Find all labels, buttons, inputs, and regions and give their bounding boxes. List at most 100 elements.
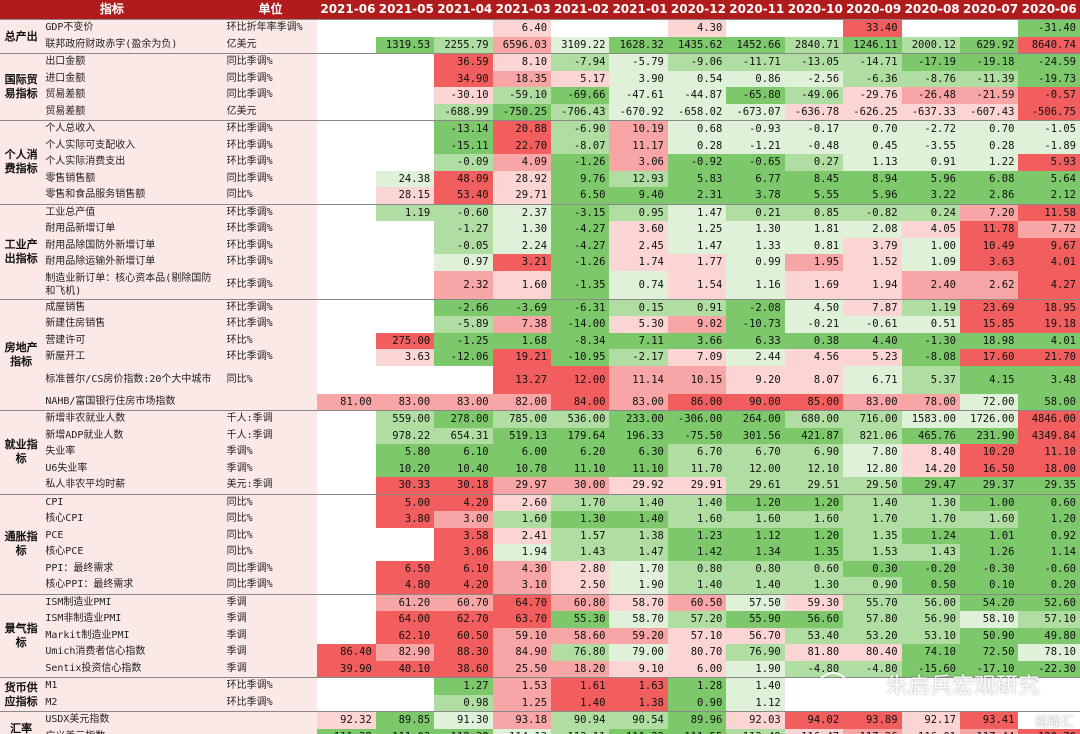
- value-cell: 1.38: [609, 527, 668, 544]
- value-cell: 5.96: [843, 187, 902, 204]
- value-cell: 1.35: [843, 527, 902, 544]
- indicator-unit: [223, 393, 318, 411]
- value-cell: 11.14: [609, 365, 668, 394]
- indicator-name: 零售和食品服务销售额: [42, 187, 224, 204]
- indicator-name: M2: [42, 694, 224, 712]
- value-cell: -31.40: [1018, 19, 1080, 37]
- value-cell: 38.60: [434, 660, 493, 678]
- value-cell: 2.37: [492, 203, 552, 221]
- indicator-name: 失业率: [42, 444, 224, 461]
- value-cell: 34.90: [434, 70, 493, 87]
- value-cell: 58.70: [609, 611, 668, 628]
- value-cell: -0.21: [784, 316, 844, 333]
- value-cell: 9.67: [1018, 237, 1080, 254]
- value-cell: 72.00: [959, 393, 1019, 411]
- value-cell: 58.60: [551, 627, 610, 644]
- value-cell: 57.80: [843, 611, 902, 628]
- indicator-unit: 同比季调%: [223, 170, 318, 187]
- value-cell: 1.69: [784, 270, 844, 299]
- value-cell: 179.64: [551, 427, 610, 444]
- value-cell: 114.13: [492, 728, 552, 734]
- value-cell: -658.02: [667, 103, 727, 121]
- table-row: 核心CPI 同比% 3.80 3.00 1.60 1.30 1.40 1.60 1.60 1.60…: [0, 511, 1080, 528]
- value-cell: 2.08: [843, 221, 902, 238]
- value-cell: 5.37: [901, 365, 960, 394]
- value-cell: -0.48: [784, 137, 844, 154]
- value-cell: 0.91: [901, 154, 960, 171]
- table-row: 零售和食品服务销售额 同比% 28.15 53.40 29.71 6.50 9.40 2.31…: [0, 187, 1080, 204]
- value-cell: [375, 544, 435, 561]
- value-cell: 0.80: [726, 560, 785, 577]
- value-cell: 1.20: [784, 527, 844, 544]
- value-cell: 3.80: [375, 511, 435, 528]
- table-row: 汇率 USDX美元指数 92.32 89.85 91.30 93.18 90.94 90.54…: [0, 711, 1080, 734]
- value-cell: 3.63: [375, 349, 435, 366]
- value-cell: 25.50: [492, 660, 552, 678]
- value-cell: 0.70: [959, 120, 1019, 138]
- value-cell: 5.96: [901, 170, 960, 187]
- indicator-unit: 环比季调%: [223, 270, 318, 299]
- category-label: 房地产指标: [0, 298, 43, 411]
- value-cell: 0.28: [959, 137, 1019, 154]
- table-header-row: 指标 单位 2021-06 2021-05 2021-04 2021-03 2021-0…: [0, 0, 1080, 20]
- value-cell: 91.30: [434, 711, 493, 729]
- value-cell: [901, 19, 960, 37]
- value-cell: 4.27: [1018, 270, 1080, 299]
- value-cell: 90.00: [726, 393, 785, 411]
- value-cell: 1.40: [726, 677, 785, 695]
- value-cell: 11.10: [609, 460, 668, 477]
- indicator-unit: 环比折年率季调%: [223, 19, 318, 37]
- value-cell: 53.40: [784, 627, 844, 644]
- table-row: 耐用品新增订单 环比季调% -1.27 1.30 -4.27 3.60 1.25 1.30 1.…: [0, 221, 1080, 238]
- value-cell: 421.87: [784, 427, 844, 444]
- value-cell: 1.57: [551, 527, 610, 544]
- value-cell: 28.15: [375, 187, 435, 204]
- indicator-name: 进口金额: [42, 70, 224, 87]
- value-cell: 1.24: [901, 527, 960, 544]
- value-cell: 6.33: [726, 332, 785, 349]
- value-cell: 61.20: [375, 593, 435, 611]
- value-cell: -2.66: [434, 298, 493, 316]
- value-cell: 536.00: [551, 410, 610, 428]
- indicator-unit: 环比季调%: [223, 137, 318, 154]
- value-cell: [317, 694, 376, 712]
- value-cell: [317, 493, 376, 511]
- value-cell: 113.11: [551, 728, 610, 734]
- value-cell: -69.66: [551, 87, 610, 104]
- value-cell: 1.01: [959, 527, 1019, 544]
- value-cell: [784, 694, 844, 712]
- value-cell: 18.20: [551, 660, 610, 678]
- indicator-name: 耐用品除国防外新增订单: [42, 237, 224, 254]
- value-cell: -3.69: [492, 298, 552, 316]
- value-cell: [901, 677, 960, 695]
- value-cell: 1.70: [901, 511, 960, 528]
- value-cell: 1.43: [551, 544, 610, 561]
- value-cell: 0.99: [726, 254, 785, 271]
- value-cell: 58.70: [609, 593, 668, 611]
- value-cell: 9.02: [667, 316, 727, 333]
- table-row: 耐用品除国防外新增订单 环比季调% -0.05 2.24 -4.27 2.45 1.47 1.…: [0, 237, 1080, 254]
- value-cell: -59.10: [492, 87, 552, 104]
- value-cell: 88.30: [434, 644, 493, 661]
- value-cell: 4.80: [375, 577, 435, 594]
- indicator-name: ISM非制造业PMI: [42, 611, 224, 628]
- indicator-unit: 同比季调%: [223, 577, 318, 594]
- category-label: 货币供应指标: [0, 677, 43, 712]
- value-cell: [317, 477, 376, 494]
- table-row: 货币供应指标 M1 环比季调% 1.27 1.53 1.61 1.63 1.28 1.40: [0, 677, 1080, 712]
- value-cell: 111.38: [317, 728, 376, 734]
- indicator-unit: 同比%: [223, 544, 318, 561]
- value-cell: 6.70: [667, 444, 727, 461]
- value-cell: [317, 254, 376, 271]
- value-cell: [317, 120, 376, 138]
- value-cell: -0.57: [1018, 87, 1080, 104]
- value-cell: [375, 137, 435, 154]
- value-cell: 7.20: [959, 203, 1019, 221]
- value-cell: [317, 410, 376, 428]
- value-cell: -670.92: [609, 103, 668, 121]
- value-cell: 24.38: [375, 170, 435, 187]
- value-cell: 120.70: [1018, 728, 1080, 734]
- value-cell: 6.00: [492, 444, 552, 461]
- value-cell: 56.90: [901, 611, 960, 628]
- header-date: 2021-02: [551, 0, 610, 20]
